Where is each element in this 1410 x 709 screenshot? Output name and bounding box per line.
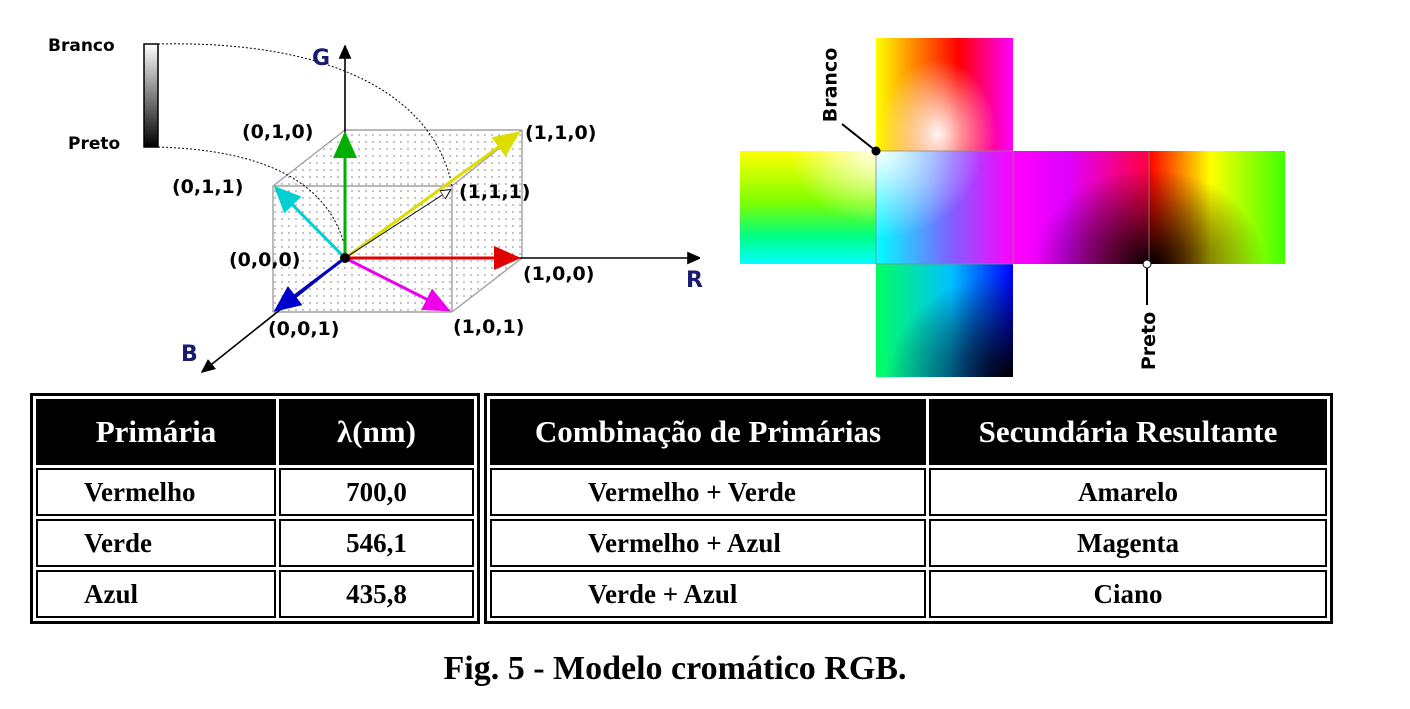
vertex-label-011: (0,1,1) xyxy=(172,176,244,198)
black-point xyxy=(1142,259,1152,269)
cell-wavelength: 435,8 xyxy=(279,570,474,618)
vertex-label-101: (1,0,1) xyxy=(453,316,525,338)
vertex-label-100: (1,0,0) xyxy=(523,263,595,285)
net-face-top xyxy=(876,38,1013,151)
gray-label-black: Preto xyxy=(68,134,121,154)
white-pointer-line xyxy=(841,123,877,152)
table-header-row: Combinação de Primárias Secundária Resul… xyxy=(490,399,1327,465)
primaries-table: Primária λ(nm) Vermelho 700,0 Verde 546,… xyxy=(30,393,480,624)
vertex-label-010: (0,1,0) xyxy=(242,121,314,143)
net-face-left xyxy=(740,151,876,264)
col-header-combination: Combinação de Primárias xyxy=(490,399,926,465)
net-face-center xyxy=(876,151,1013,264)
table-header-row: Primária λ(nm) xyxy=(36,399,474,465)
cell-wavelength: 700,0 xyxy=(279,468,474,516)
net-label-black: Preto xyxy=(1138,311,1161,371)
cell-combination: Vermelho + Azul xyxy=(490,519,926,567)
table-row: Azul 435,8 xyxy=(36,570,474,618)
gray-label-white: Branco xyxy=(48,36,115,56)
cell-primary: Vermelho xyxy=(36,468,276,516)
vertex-label-000: (0,0,0) xyxy=(229,249,301,271)
axis-label-r: R xyxy=(686,268,703,293)
cell-secondary: Magenta xyxy=(929,519,1327,567)
col-header-primary: Primária xyxy=(36,399,276,465)
cell-combination: Verde + Azul xyxy=(490,570,926,618)
cell-primary: Verde xyxy=(36,519,276,567)
col-header-secondary: Secundária Resultante xyxy=(929,399,1327,465)
rgb-cube-diagram xyxy=(143,43,700,373)
vertex-label-111: (1,1,1) xyxy=(459,181,531,203)
cell-secondary: Amarelo xyxy=(929,468,1327,516)
vertex-label-110: (1,1,0) xyxy=(525,122,597,144)
table-row: Verde 546,1 xyxy=(36,519,474,567)
vector-magenta xyxy=(344,256,451,312)
net-face-far-right xyxy=(1149,151,1285,264)
vector-white xyxy=(344,190,450,259)
vertex-label-001: (0,0,1) xyxy=(268,318,340,340)
secondaries-table: Combinação de Primárias Secundária Resul… xyxy=(484,393,1333,624)
axis-label-b: B xyxy=(181,342,198,367)
figure-caption: Fig. 5 - Modelo cromático RGB. xyxy=(443,650,907,687)
axis-label-g: G xyxy=(312,46,331,71)
cell-combination: Vermelho + Verde xyxy=(490,468,926,516)
white-point xyxy=(871,146,881,156)
net-label-white: Branco xyxy=(819,47,842,123)
table-row: Verde + Azul Ciano xyxy=(490,570,1327,618)
table-row: Vermelho 700,0 xyxy=(36,468,474,516)
net-face-bottom xyxy=(876,264,1013,377)
col-header-wavelength: λ(nm) xyxy=(279,399,474,465)
cell-wavelength: 546,1 xyxy=(279,519,474,567)
vector-cyan xyxy=(273,185,347,260)
origin-point xyxy=(340,253,350,263)
cell-primary: Azul xyxy=(36,570,276,618)
table-row: Vermelho + Azul Magenta xyxy=(490,519,1327,567)
net-annotations xyxy=(841,123,1152,305)
vector-yellow xyxy=(344,131,521,260)
grayscale-bar xyxy=(143,43,159,148)
vector-blue xyxy=(273,256,346,312)
net-face-right xyxy=(1013,151,1149,264)
table-row: Vermelho + Verde Amarelo xyxy=(490,468,1327,516)
cell-secondary: Ciano xyxy=(929,570,1327,618)
arc-black xyxy=(157,146,348,259)
